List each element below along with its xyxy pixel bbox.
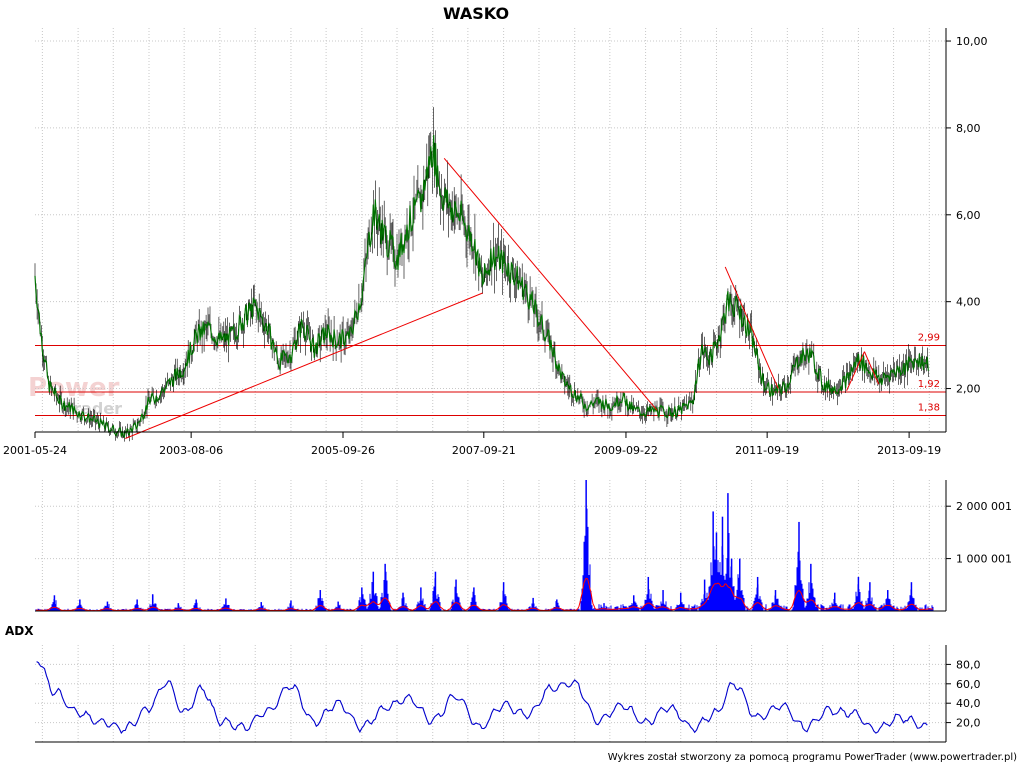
price-x-tick-label: 2007-09-21 [452, 444, 516, 457]
price-y-tick-label: 2,00 [956, 383, 981, 396]
volume-bars [35, 480, 934, 612]
trend-line [443, 157, 658, 411]
volume-y-ticks: 1 000 001 2 000 001 [946, 500, 1012, 566]
price-x-tick-label: 2011-09-19 [735, 444, 799, 457]
price-y-ticks: 2,00 4,00 6,00 8,00 10,00 [946, 35, 988, 396]
trend-line [724, 266, 779, 389]
price-y-tick-label: 4,00 [956, 296, 981, 309]
adx-y-tick-label: 60,0 [956, 678, 981, 691]
volume-grid [35, 480, 946, 611]
adx-y-tick-label: 80,0 [956, 658, 981, 671]
price-line [34, 134, 929, 439]
adx-title: ADX [5, 624, 34, 638]
price-series [34, 107, 929, 442]
price-x-tick-label: 2001-05-24 [3, 444, 67, 457]
volume-y-tick-label: 2 000 001 [956, 500, 1012, 513]
level-label: 1,38 [918, 402, 940, 413]
adx-series [36, 661, 928, 735]
trend-line [863, 351, 880, 385]
adx-line [36, 661, 928, 735]
price-x-tick-label: 2003-08-06 [159, 444, 223, 457]
adx-y-tick-label: 20,0 [956, 717, 981, 730]
volume-average-line [36, 577, 934, 612]
adx-grid [35, 645, 946, 742]
trend-lines [125, 157, 880, 439]
adx-y-ticks: 20,0 40,0 60,0 80,0 [946, 658, 981, 730]
price-y-tick-label: 8,00 [956, 122, 981, 135]
level-label: 2,99 [918, 333, 940, 344]
watermark-line-1: Power [28, 373, 120, 403]
trend-line [125, 292, 483, 439]
footer-credit: Wykres został stworzony za pomocą progra… [608, 752, 1017, 763]
level-label: 1,92 [918, 379, 940, 390]
price-levels: 2,99 1,92 1,38 [35, 333, 946, 416]
price-x-tick-label: 2013-09-19 [877, 444, 941, 457]
adx-y-tick-label: 40,0 [956, 697, 981, 710]
price-x-tick-label: 2005-09-26 [311, 444, 375, 457]
volume-y-tick-label: 1 000 001 [956, 553, 1012, 566]
price-x-ticks: 2001-05-24 2003-08-06 2005-09-26 2007-09-21… [3, 432, 941, 457]
price-x-tick-label: 2009-09-22 [594, 444, 658, 457]
price-y-tick-label: 10,00 [956, 35, 988, 48]
trend-line [846, 351, 865, 391]
price-y-tick-label: 6,00 [956, 209, 981, 222]
chart-title: WASKO [443, 4, 509, 23]
